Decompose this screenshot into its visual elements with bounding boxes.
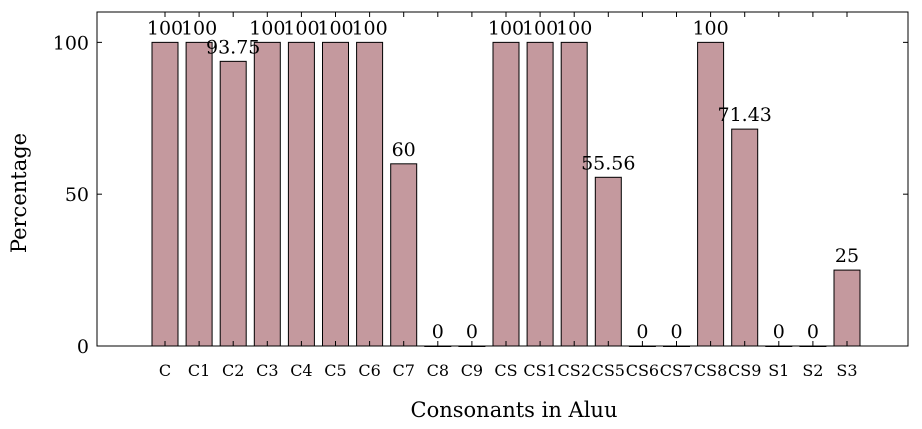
x-tick-label: CS8 xyxy=(694,361,727,380)
x-tick-label: C6 xyxy=(358,361,380,380)
x-tick-label: CS9 xyxy=(728,361,761,380)
x-tick-label: C xyxy=(159,361,171,380)
data-label-CS1: 100 xyxy=(522,17,558,39)
x-tick-label: CS5 xyxy=(592,361,625,380)
x-tick-label: C8 xyxy=(427,361,449,380)
bar-C2 xyxy=(219,60,247,347)
bar-CS xyxy=(492,41,520,347)
x-tick-label: CS2 xyxy=(558,361,591,380)
x-tick-label: C3 xyxy=(256,361,278,380)
data-label-CS: 100 xyxy=(488,17,524,39)
bar-CS2 xyxy=(560,41,588,347)
x-tick-label: C4 xyxy=(290,361,312,380)
x-tick-label: CS xyxy=(494,361,517,380)
y-tick-label: 0 xyxy=(77,336,89,358)
data-label-C5: 100 xyxy=(317,17,353,39)
x-tick-label: C7 xyxy=(392,361,414,380)
x-tick-label: S3 xyxy=(836,361,857,380)
bar-S3 xyxy=(833,269,861,347)
data-label-C2: 93.75 xyxy=(206,36,260,58)
x-tick-label: S2 xyxy=(802,361,823,380)
y-tick-label: 100 xyxy=(53,32,89,54)
data-label-C4: 100 xyxy=(283,17,319,39)
y-tick-label: 50 xyxy=(65,184,89,206)
data-label-CS2: 100 xyxy=(556,17,592,39)
data-label-CS6: 0 xyxy=(636,321,648,343)
bar-CS5 xyxy=(594,176,622,347)
data-label-C1: 100 xyxy=(181,17,217,39)
data-label-CS8: 100 xyxy=(692,17,728,39)
x-tick-label: CS1 xyxy=(523,361,556,380)
plot-frame xyxy=(96,11,909,347)
bar-C7 xyxy=(390,163,418,347)
bar-C4 xyxy=(287,41,315,347)
bar-C6 xyxy=(356,41,384,347)
data-label-C3: 100 xyxy=(249,17,285,39)
x-tick-label: C9 xyxy=(461,361,483,380)
data-label-CS5: 55.56 xyxy=(581,152,635,174)
data-label-C7: 60 xyxy=(392,139,416,161)
data-label-S1: 0 xyxy=(773,321,785,343)
data-label-S2: 0 xyxy=(807,321,819,343)
axes-group: C C1 C2 C3 C4 C5 C6 C7 C8 C9 CS CS1 CS2 CS5 CS6 CS7 CS8 C… xyxy=(53,11,909,380)
data-label-C6: 100 xyxy=(351,17,387,39)
bar-C xyxy=(151,41,179,347)
bar-CS1 xyxy=(526,41,554,347)
x-tick-label: C5 xyxy=(324,361,346,380)
x-tick-label: S1 xyxy=(768,361,789,380)
x-axis-title: Consonants in Aluu xyxy=(411,398,618,422)
bar-C1 xyxy=(185,41,213,347)
data-label-CS9: 71.43 xyxy=(717,104,771,126)
bar-CS9 xyxy=(731,128,759,347)
x-tick-label: CS6 xyxy=(626,361,659,380)
data-label-S3: 25 xyxy=(835,245,859,267)
bar-CS8 xyxy=(697,41,725,347)
bar-C5 xyxy=(322,41,349,347)
bars-group xyxy=(151,41,861,347)
x-tick-label: CS7 xyxy=(660,361,693,380)
bar-C3 xyxy=(253,41,281,347)
y-axis-title: Percentage xyxy=(7,133,31,253)
data-label-C9: 0 xyxy=(466,321,478,343)
data-label-C8: 0 xyxy=(432,321,444,343)
x-tick-label: C1 xyxy=(188,361,210,380)
data-label-C: 100 xyxy=(147,17,183,39)
x-tick-label: C2 xyxy=(222,361,244,380)
data-label-CS7: 0 xyxy=(670,321,682,343)
